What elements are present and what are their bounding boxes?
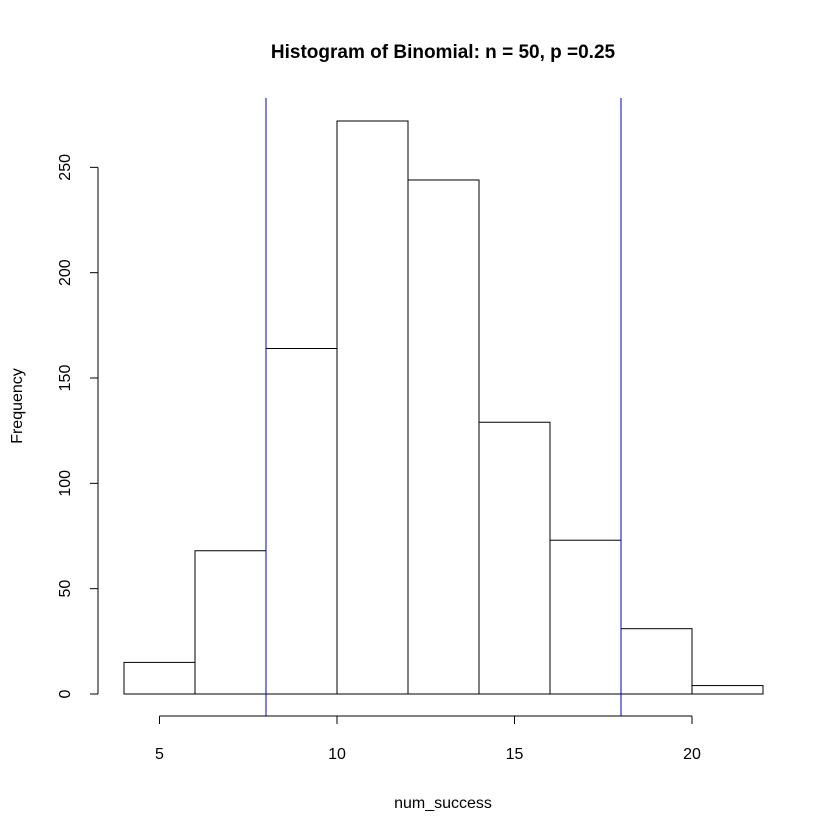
histogram-bar: [478, 421, 551, 695]
histogram-bars: [123, 120, 764, 695]
x-tick-label: 5: [155, 746, 164, 763]
histogram-bar: [549, 539, 622, 695]
x-tick-label: 10: [328, 746, 346, 763]
y-axis-label: Frequency: [9, 368, 26, 444]
histogram-bar: [407, 179, 480, 695]
y-tick-label: 0: [57, 689, 74, 698]
histogram-bar: [691, 685, 764, 695]
reference-lines: [265, 98, 622, 716]
x-axis: 5 10 15 20: [155, 715, 701, 763]
histogram-bar: [265, 348, 338, 695]
y-tick-label: 200: [57, 259, 74, 286]
x-tick-label: 15: [506, 746, 524, 763]
y-tick-label: 100: [57, 470, 74, 497]
y-axis: 0 50 100 150 200 250: [57, 154, 99, 698]
x-axis-label: num_success: [394, 795, 492, 812]
histogram-bar: [123, 661, 196, 695]
x-tick-label: 20: [683, 746, 701, 763]
histogram-bar: [194, 550, 267, 695]
y-tick-label: 50: [57, 580, 74, 598]
chart-title: Histogram of Binomial: n = 50, p =0.25: [271, 42, 616, 63]
histogram-bar: [336, 120, 409, 695]
y-tick-label: 150: [57, 365, 74, 392]
y-tick-label: 250: [57, 154, 74, 181]
histogram-bar: [620, 628, 693, 695]
